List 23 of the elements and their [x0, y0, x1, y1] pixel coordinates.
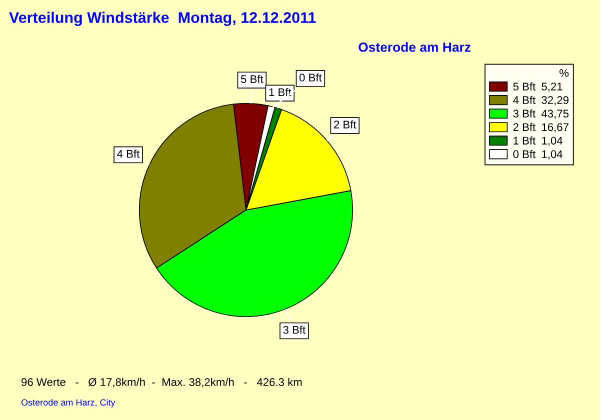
chart-title: Verteilung Windstärke Montag, 12.12.2011: [9, 12, 316, 26]
chart-subtitle: Osterode am Harz: [358, 42, 471, 52]
legend-label: 3 Bft: [513, 109, 536, 118]
legend-label: 5 Bft: [513, 82, 536, 90]
legend-label: 2 Bft: [513, 122, 536, 132]
data-label: 1,04: [542, 150, 562, 160]
slice-label: 0 Bft: [299, 73, 322, 82]
data-label: 1,04: [542, 136, 562, 146]
legend-title: %: [560, 69, 569, 77]
legend-label: 4 Bft: [513, 96, 536, 104]
text: 96 Werte - Ø 17,8km/h - Max. 38,2km/h - 426.3 km: [22, 378, 302, 388]
legend-label: 1 Bft: [514, 136, 536, 145]
slice-label: 4 Bft: [117, 150, 140, 158]
legend-label: 0 Bft: [513, 150, 536, 158]
slice-label: 1 Bft: [269, 88, 292, 96]
data-label: 16,67: [542, 123, 568, 132]
data-label: 43,75: [541, 110, 569, 119]
slice-label: 2 Bft: [334, 120, 356, 128]
slice-label: 3 Bft: [283, 326, 306, 334]
data-label: 5,21: [542, 82, 562, 92]
slice-label: 5 Bft: [240, 74, 264, 84]
data-label: 32,29: [542, 96, 568, 106]
text: Osterode am Harz, City: [21, 398, 116, 408]
